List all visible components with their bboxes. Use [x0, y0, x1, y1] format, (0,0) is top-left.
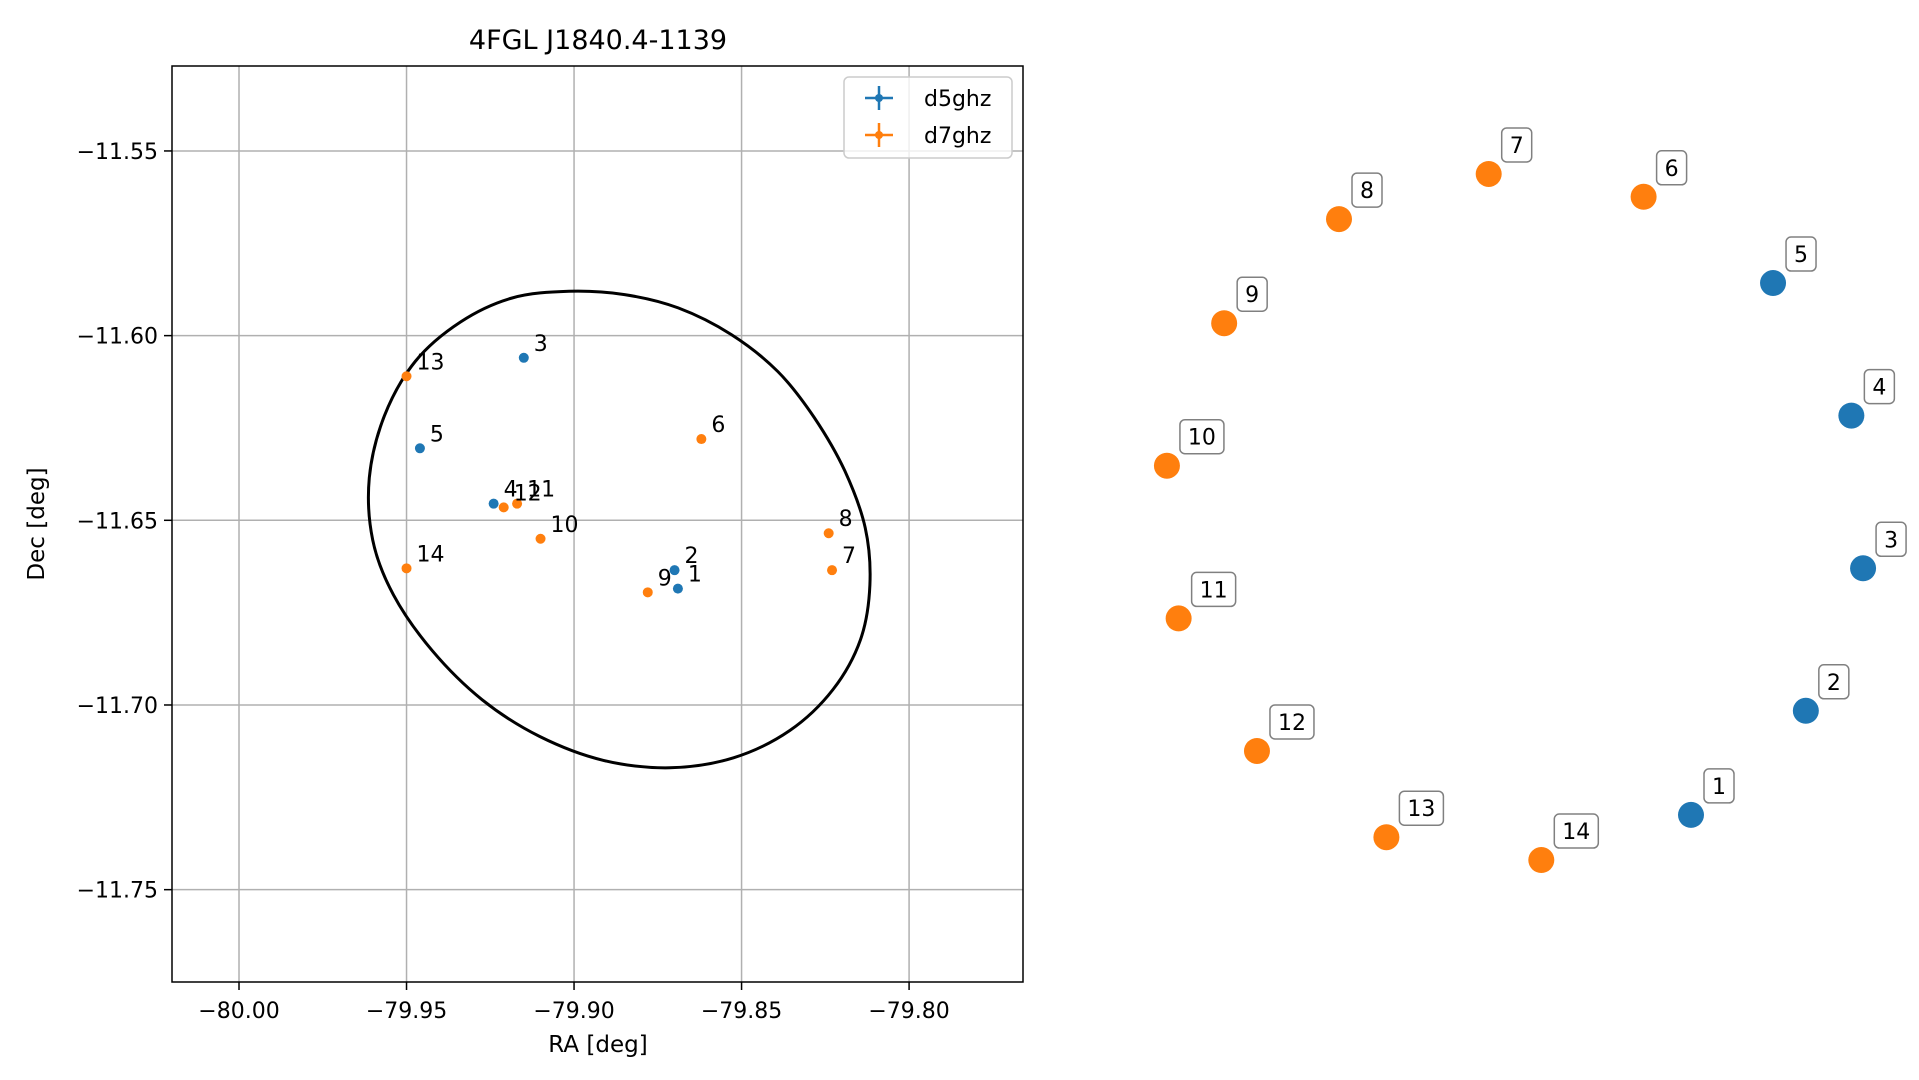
point-3 [518, 352, 529, 363]
point-label-13: 13 [417, 350, 445, 375]
key-label-14: 14 [1562, 820, 1590, 845]
plot-frame [171, 65, 1024, 983]
key-label-box-1 [1703, 768, 1735, 804]
point-label-14: 14 [417, 542, 445, 567]
point-5 [414, 443, 425, 454]
point-11 [512, 498, 523, 509]
key-point-3 [1850, 555, 1877, 582]
key-label-4: 4 [1872, 376, 1886, 401]
point-6 [696, 434, 707, 445]
point-10 [535, 533, 546, 544]
error-ellipse [366, 289, 872, 770]
key-label-box-7 [1500, 127, 1533, 163]
point-label-5: 5 [430, 422, 444, 447]
point-7 [827, 565, 838, 576]
y-tick-label: −11.75 [77, 879, 158, 904]
legend-label-d7ghz: d7ghz [924, 124, 991, 149]
key-label-box-3 [1875, 521, 1907, 558]
point-label-11: 11 [527, 478, 555, 503]
point-label-8: 8 [839, 507, 853, 532]
key-label-9: 9 [1245, 283, 1259, 308]
legend-label-d5ghz: d5ghz [924, 87, 991, 112]
key-label-box-6 [1655, 150, 1688, 186]
point-label-12: 12 [514, 481, 542, 506]
key-label-box-10 [1179, 418, 1225, 455]
key-label-7: 7 [1510, 134, 1524, 159]
y-tick-label: −11.55 [77, 140, 158, 165]
key-point-11 [1165, 605, 1192, 632]
key-point-5 [1760, 270, 1787, 297]
key-label-1: 1 [1712, 775, 1726, 800]
key-point-6 [1630, 183, 1657, 210]
key-point-10 [1153, 452, 1180, 479]
key-label-box-14 [1553, 813, 1600, 849]
point-label-1: 1 [688, 563, 702, 588]
y-tick-label: −11.65 [77, 509, 158, 534]
key-label-box-12 [1269, 704, 1315, 740]
axis-ticks: −80.00 −79.95 −79.90 −79.85 −79.80 −11.55 −11.… [77, 140, 950, 1024]
point-1 [672, 583, 683, 594]
point-label-10: 10 [551, 513, 579, 538]
chart-title: 4FGL J1840.4-1139 [469, 25, 727, 56]
key-label-3: 3 [1884, 528, 1898, 553]
key-point-9 [1211, 310, 1238, 337]
key-point-12 [1243, 737, 1270, 764]
key-label-5: 5 [1794, 243, 1808, 268]
point-label-2: 2 [685, 544, 699, 569]
legend: d5ghz d7ghz [843, 76, 1013, 159]
point-12 [498, 502, 509, 513]
point-13 [401, 371, 412, 382]
key-label-10: 10 [1188, 426, 1216, 451]
x-tick-label: −79.95 [366, 999, 447, 1024]
key-label-12: 12 [1278, 711, 1306, 736]
x-axis-label: RA [deg] [548, 1032, 647, 1058]
point-9 [642, 587, 653, 598]
x-tick-label: −79.90 [533, 999, 614, 1024]
key-point-8 [1326, 206, 1352, 233]
key-point-1 [1678, 801, 1704, 828]
legend-entry-d7ghz: d7ghz [865, 123, 991, 149]
key-label-box-9 [1236, 276, 1268, 312]
x-tick-label: −80.00 [198, 999, 279, 1024]
x-tick-label: −79.80 [868, 999, 949, 1024]
point-label-7: 7 [842, 544, 856, 569]
key-point-2 [1792, 697, 1819, 724]
key-label-8: 8 [1360, 179, 1374, 204]
key-label-box-4 [1863, 368, 1896, 405]
key-label-2: 2 [1827, 671, 1841, 696]
grid [172, 66, 1023, 982]
legend-entry-d5ghz: d5ghz [865, 86, 991, 112]
point-14 [401, 563, 412, 574]
point-label-4: 4 [504, 478, 518, 503]
point-2 [669, 565, 680, 576]
key-label-box-11 [1190, 571, 1237, 608]
y-tick-label: −11.70 [77, 694, 158, 719]
key-point-13 [1373, 824, 1400, 851]
key-point-14 [1528, 847, 1555, 874]
key-label-box-13 [1398, 790, 1445, 826]
point-label-3: 3 [534, 332, 548, 357]
x-tick-label: −79.85 [701, 999, 782, 1024]
point-4 [488, 498, 499, 509]
y-axis-label: Dec [deg] [24, 467, 50, 580]
key-label-box-2 [1818, 664, 1850, 700]
point-label-6: 6 [711, 413, 725, 438]
key-label-box-5 [1785, 236, 1817, 272]
key-label-11: 11 [1200, 578, 1228, 603]
key-label-box-8 [1351, 172, 1383, 208]
key-point-4 [1838, 402, 1865, 429]
point-8 [823, 528, 834, 539]
point-label-9: 9 [658, 566, 672, 591]
key-label-13: 13 [1407, 797, 1435, 822]
key-point-7 [1475, 160, 1502, 187]
key-label-6: 6 [1665, 157, 1679, 182]
y-tick-label: −11.60 [77, 325, 158, 350]
